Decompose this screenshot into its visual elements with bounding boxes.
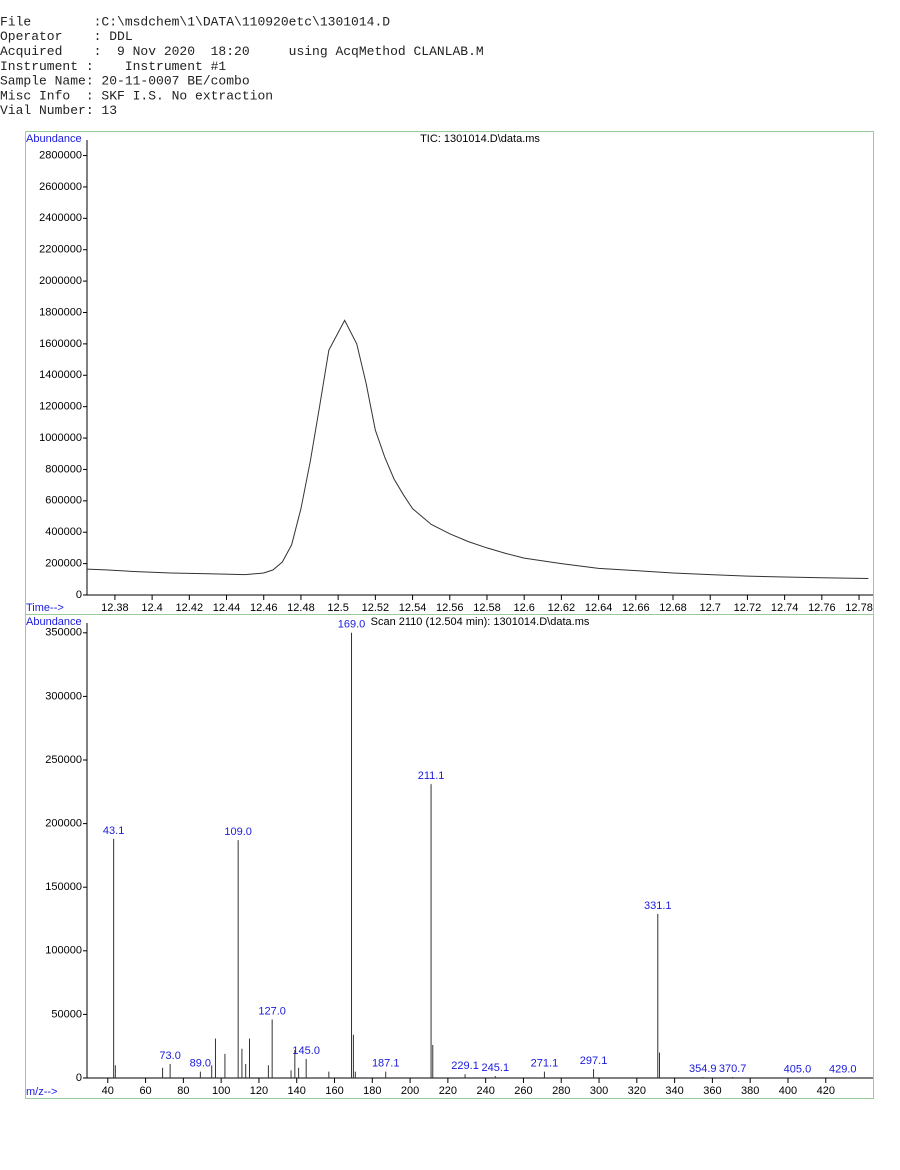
y-tick-label: 0 <box>76 1072 82 1084</box>
x-tick-label: 12.46 <box>250 602 278 614</box>
header-line: Vial Number: 13 <box>0 103 117 118</box>
x-tick-label: 12.58 <box>473 602 501 614</box>
x-tick-label: 260 <box>514 1085 532 1097</box>
peak-label: 405.0 <box>784 1063 812 1075</box>
x-tick-label: 180 <box>363 1085 381 1097</box>
header-line: Instrument : Instrument #1 <box>0 59 226 74</box>
x-tick-label: 12.66 <box>622 602 650 614</box>
peak-label: 229.1 <box>451 1060 479 1072</box>
chart-title: Scan 2110 (12.504 min): 1301014.D\data.m… <box>371 616 590 628</box>
x-tick-label: 12.68 <box>659 602 687 614</box>
x-tick-label: 160 <box>325 1085 343 1097</box>
x-tick-label: 12.48 <box>287 602 315 614</box>
x-tick-label: 360 <box>703 1085 721 1097</box>
x-tick-label: 12.54 <box>399 602 427 614</box>
y-tick-label: 100000 <box>45 945 82 957</box>
y-tick-label: 50000 <box>51 1008 82 1020</box>
peak-label: 271.1 <box>531 1058 559 1070</box>
y-axis-label: Abundance <box>26 616 82 628</box>
tic-line <box>86 319 869 580</box>
x-tick-label: 12.64 <box>585 602 613 614</box>
x-axis-label: Time--> <box>26 602 64 614</box>
x-tick-label: 420 <box>817 1085 835 1097</box>
peak-label: 109.0 <box>224 826 252 838</box>
y-tick-label: 350000 <box>45 627 82 639</box>
x-tick-label: 300 <box>590 1085 608 1097</box>
peak-label: 127.0 <box>258 1005 286 1017</box>
x-tick-label: 12.76 <box>808 602 836 614</box>
y-tick-label: 1800000 <box>39 306 82 318</box>
peak-label: 169.0 <box>338 619 366 631</box>
y-tick-label: 2400000 <box>39 212 82 224</box>
x-tick-label: 320 <box>628 1085 646 1097</box>
peak-label: 73.0 <box>159 1050 180 1062</box>
tic-frame <box>25 131 874 615</box>
y-axis-label: Abundance <box>26 133 82 145</box>
y-tick-label: 1600000 <box>39 338 82 350</box>
x-tick-label: 12.38 <box>101 602 129 614</box>
x-tick-label: 220 <box>439 1085 457 1097</box>
peak-label: 211.1 <box>418 770 445 782</box>
x-tick-label: 80 <box>177 1085 189 1097</box>
y-tick-label: 2000000 <box>39 275 82 287</box>
y-tick-label: 800000 <box>45 463 82 475</box>
header-line: Misc Info : SKF I.S. No extraction <box>0 88 273 103</box>
x-tick-label: 60 <box>139 1085 151 1097</box>
y-tick-label: 300000 <box>45 690 82 702</box>
peak-label: 297.1 <box>580 1055 608 1067</box>
x-tick-label: 12.5 <box>327 602 348 614</box>
x-tick-label: 200 <box>401 1085 419 1097</box>
peak-label: 429.0 <box>829 1063 857 1075</box>
x-tick-label: 400 <box>779 1085 797 1097</box>
x-tick-label: 12.44 <box>213 602 241 614</box>
peak-label: 43.1 <box>103 825 124 837</box>
x-tick-label: 12.52 <box>362 602 390 614</box>
x-tick-label: 12.62 <box>548 602 576 614</box>
header-line: Acquired : 9 Nov 2020 18:20 using AcqMet… <box>0 44 484 59</box>
header-line: File :C:\msdchem\1\DATA\110920etc\130101… <box>0 14 390 29</box>
y-tick-label: 400000 <box>45 526 82 538</box>
header-line: Operator : DDL <box>0 29 133 44</box>
peak-label: 354.9 <box>689 1063 717 1075</box>
peak-label: 370.7 <box>719 1063 747 1075</box>
y-tick-label: 1400000 <box>39 369 82 381</box>
y-tick-label: 2800000 <box>39 149 82 161</box>
y-tick-label: 2600000 <box>39 181 82 193</box>
y-tick-label: 0 <box>76 589 82 601</box>
x-tick-label: 12.72 <box>734 602 762 614</box>
header-line: Sample Name: 20-11-0007 BE/combo <box>0 74 250 89</box>
y-tick-label: 200000 <box>45 818 82 830</box>
y-tick-label: 1200000 <box>39 401 82 413</box>
x-tick-label: 120 <box>250 1085 268 1097</box>
x-tick-label: 12.42 <box>176 602 204 614</box>
peak-label: 89.0 <box>190 1058 211 1070</box>
peak-label: 187.1 <box>372 1058 400 1070</box>
x-tick-label: 12.7 <box>700 602 721 614</box>
y-tick-label: 2200000 <box>39 244 82 256</box>
x-tick-label: 12.78 <box>845 602 873 614</box>
peak-label: 145.0 <box>292 1045 320 1057</box>
x-tick-label: 280 <box>552 1085 570 1097</box>
chart-title: TIC: 1301014.D\data.ms <box>420 133 540 145</box>
x-tick-label: 380 <box>741 1085 759 1097</box>
x-tick-label: 340 <box>665 1085 683 1097</box>
x-axis-label: m/z--> <box>26 1086 57 1098</box>
x-tick-label: 12.4 <box>141 602 162 614</box>
x-tick-label: 240 <box>476 1085 494 1097</box>
y-tick-label: 1000000 <box>39 432 82 444</box>
y-tick-label: 600000 <box>45 495 82 507</box>
x-tick-label: 12.56 <box>436 602 464 614</box>
x-tick-label: 12.74 <box>771 602 799 614</box>
y-tick-label: 150000 <box>45 881 82 893</box>
x-tick-label: 12.6 <box>513 602 534 614</box>
peak-label: 331.1 <box>644 900 672 912</box>
ms-frame <box>25 614 874 1099</box>
y-tick-label: 200000 <box>45 558 82 570</box>
x-tick-label: 140 <box>288 1085 306 1097</box>
x-tick-label: 40 <box>102 1085 114 1097</box>
x-tick-label: 100 <box>212 1085 230 1097</box>
peak-label: 245.1 <box>482 1062 510 1074</box>
y-tick-label: 250000 <box>45 754 82 766</box>
